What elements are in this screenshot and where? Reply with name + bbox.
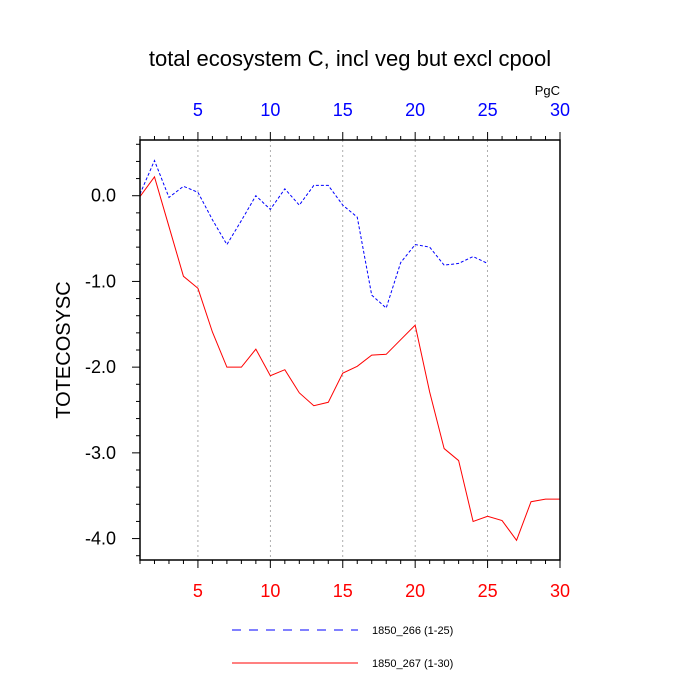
y-tick-label: 0.0 — [91, 186, 116, 206]
x-tick-label-top: 5 — [193, 100, 203, 120]
x-tick-label-bottom: 30 — [550, 581, 570, 601]
chart-title: total ecosystem C, incl veg but excl cpo… — [149, 46, 551, 71]
tick-labels: 5 10 15 20 25 30 5 10 15 20 25 30 0.0 -1.0 -2.0 -3.0 -4.… — [85, 100, 570, 601]
x-tick-label-top: 10 — [260, 100, 280, 120]
legend-label: 1850_267 (1-30) — [372, 658, 453, 670]
legend-label: 1850_266 (1-25) — [372, 625, 453, 637]
x-tick-label-bottom: 5 — [193, 581, 203, 601]
x-tick-label-top: 15 — [333, 100, 353, 120]
x-tick-label-top: 30 — [550, 100, 570, 120]
grid-lines — [197, 140, 488, 560]
series-line — [139, 175, 560, 542]
x-tick-label-bottom: 15 — [333, 581, 353, 601]
y-axis-label: TOTECOSYSC — [53, 281, 75, 418]
units-label: PgC — [535, 83, 560, 98]
axis-ticks — [132, 132, 561, 568]
series-layer — [139, 159, 560, 542]
plot-frame — [139, 139, 561, 561]
y-tick-label: -3.0 — [85, 443, 116, 463]
series-line — [139, 159, 488, 309]
x-tick-label-top: 25 — [478, 100, 498, 120]
x-tick-label-bottom: 10 — [260, 581, 280, 601]
x-tick-label-top: 20 — [405, 100, 425, 120]
x-tick-label-bottom: 25 — [478, 581, 498, 601]
x-tick-label-bottom: 20 — [405, 581, 425, 601]
y-tick-label: -4.0 — [85, 529, 116, 549]
legend: 1850_266 (1-25) 1850_267 (1-30) — [232, 625, 453, 670]
y-tick-label: -2.0 — [85, 357, 116, 377]
y-tick-label: -1.0 — [85, 271, 116, 291]
